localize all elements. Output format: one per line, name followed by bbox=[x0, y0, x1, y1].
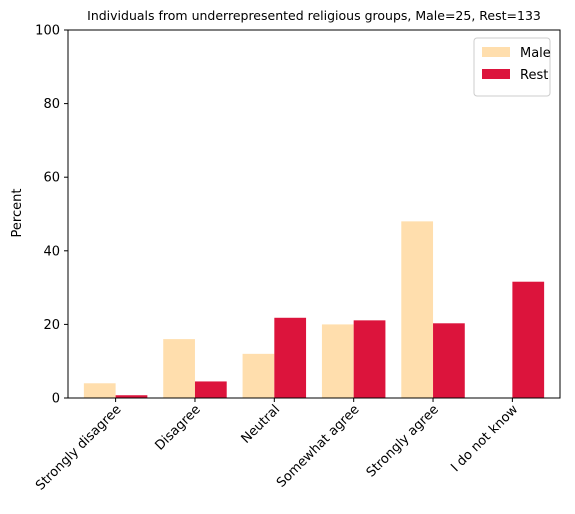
y-tick-label: 80 bbox=[43, 97, 60, 112]
y-axis-ticks: 0 20 40 60 80 100 bbox=[35, 24, 68, 407]
plot-frame bbox=[67, 29, 561, 399]
bar-rest-3 bbox=[353, 320, 386, 398]
x-tick-label: I do not know bbox=[448, 402, 521, 475]
y-tick-label: 100 bbox=[35, 24, 60, 39]
y-tick-label: 0 bbox=[52, 392, 60, 407]
bar-male-1 bbox=[163, 339, 195, 398]
bar-rest-5 bbox=[512, 281, 545, 398]
x-tick-label: Neutral bbox=[239, 402, 284, 447]
bar-male-2 bbox=[242, 353, 275, 398]
x-axis-ticks: Strongly disagree Disagree NeutralSomewhat… bbox=[33, 398, 521, 494]
legend-swatch-rest bbox=[482, 69, 510, 79]
legend: Male Rest bbox=[473, 37, 551, 97]
x-tick-label: Disagree bbox=[152, 402, 203, 453]
bar-rest-0 bbox=[115, 395, 148, 398]
chart-title: Individuals from underrepresented religi… bbox=[87, 8, 541, 23]
y-axis-title: Percent bbox=[10, 189, 25, 238]
x-tick-label: Somewhat agree bbox=[274, 402, 363, 491]
y-tick-label: 60 bbox=[43, 171, 60, 186]
bar-male-3 bbox=[321, 324, 354, 398]
bar-male-4 bbox=[401, 221, 434, 398]
legend-swatch-male bbox=[482, 47, 510, 57]
bar-rest-4 bbox=[433, 323, 465, 398]
legend-label-rest: Rest bbox=[520, 68, 548, 83]
x-tick-label: Strongly disagree bbox=[33, 402, 124, 493]
bars-group bbox=[83, 221, 545, 398]
bar-rest-2 bbox=[274, 317, 307, 398]
bar-male-0 bbox=[83, 383, 116, 398]
y-tick-label: 20 bbox=[43, 318, 60, 333]
y-tick-label: 40 bbox=[43, 244, 60, 259]
legend-label-male: Male bbox=[520, 46, 551, 61]
x-tick-label: Strongly agree bbox=[364, 402, 442, 480]
bar-rest-1 bbox=[194, 381, 227, 398]
